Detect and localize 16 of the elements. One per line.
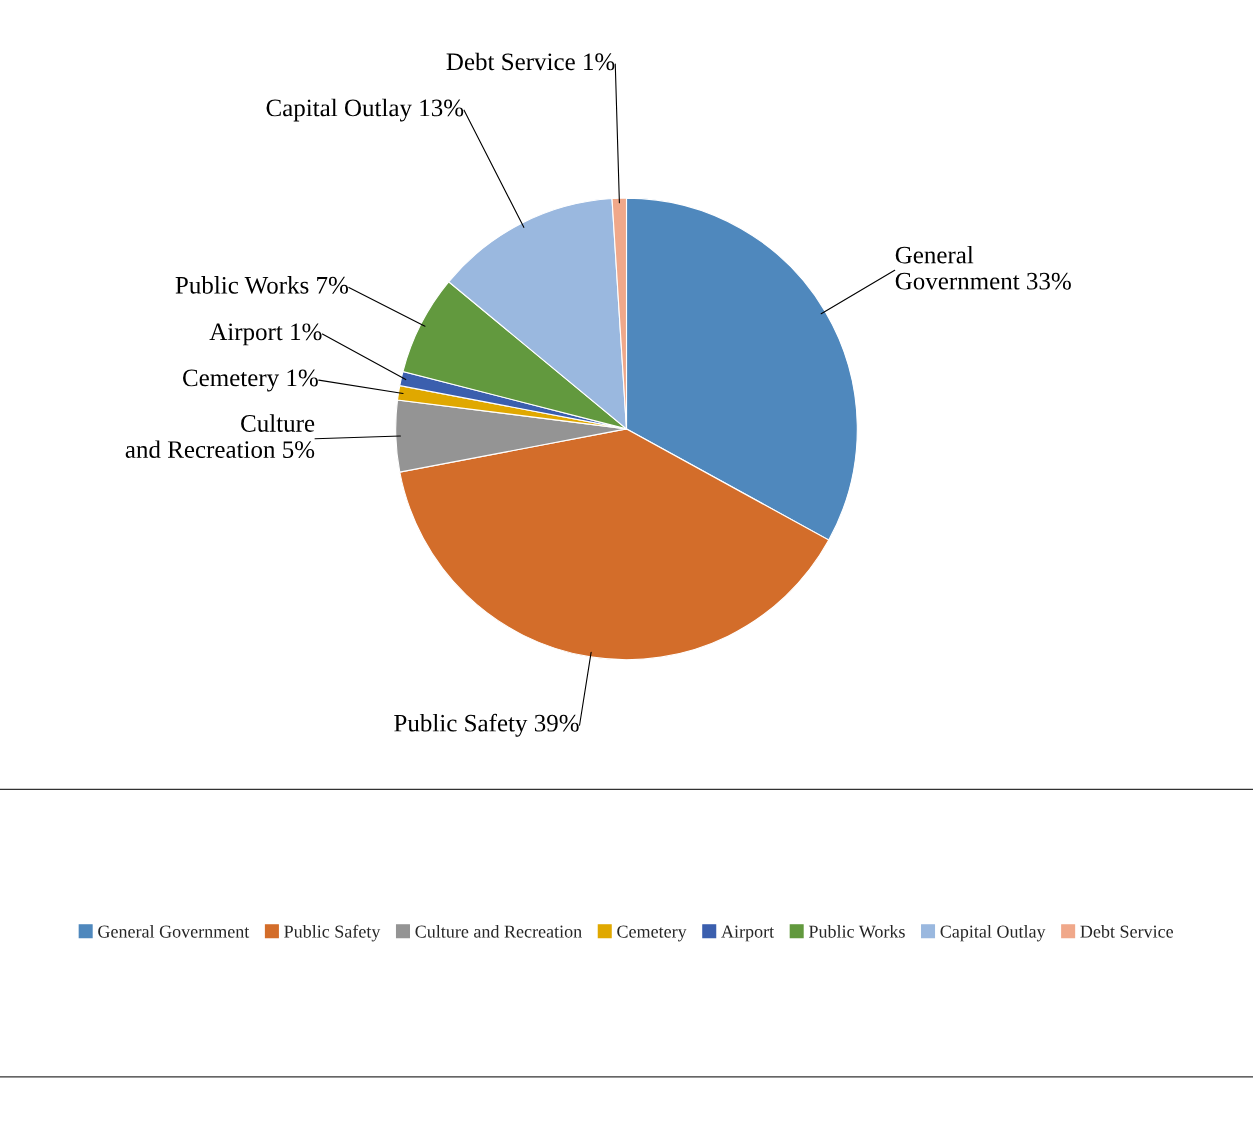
legend-label: General Government — [98, 924, 250, 938]
legend-label: Public Works — [808, 924, 905, 938]
category-label: Public Works 7% — [175, 276, 349, 294]
category-label: Airport 1% — [209, 323, 322, 346]
category-label: Capital Outlay 13% — [266, 98, 464, 122]
category-label: General Government 33% — [895, 245, 1071, 290]
legend-label: Public Safety — [284, 924, 381, 942]
legend-label: Debt Service — [1080, 924, 1174, 938]
category-label: Public Safety 39% — [394, 713, 579, 737]
category-label: Cemetery 1% — [183, 369, 318, 392]
legend-label: Culture and Recreation — [415, 924, 582, 938]
legend-label: Cemetery — [617, 925, 687, 942]
legend-label: Airport — [721, 925, 775, 942]
legend-label: Capital Outlay — [940, 924, 1046, 942]
category-label: Culture and Recreation 5% — [125, 414, 315, 459]
category-label: Debt Service 1% — [446, 52, 615, 71]
